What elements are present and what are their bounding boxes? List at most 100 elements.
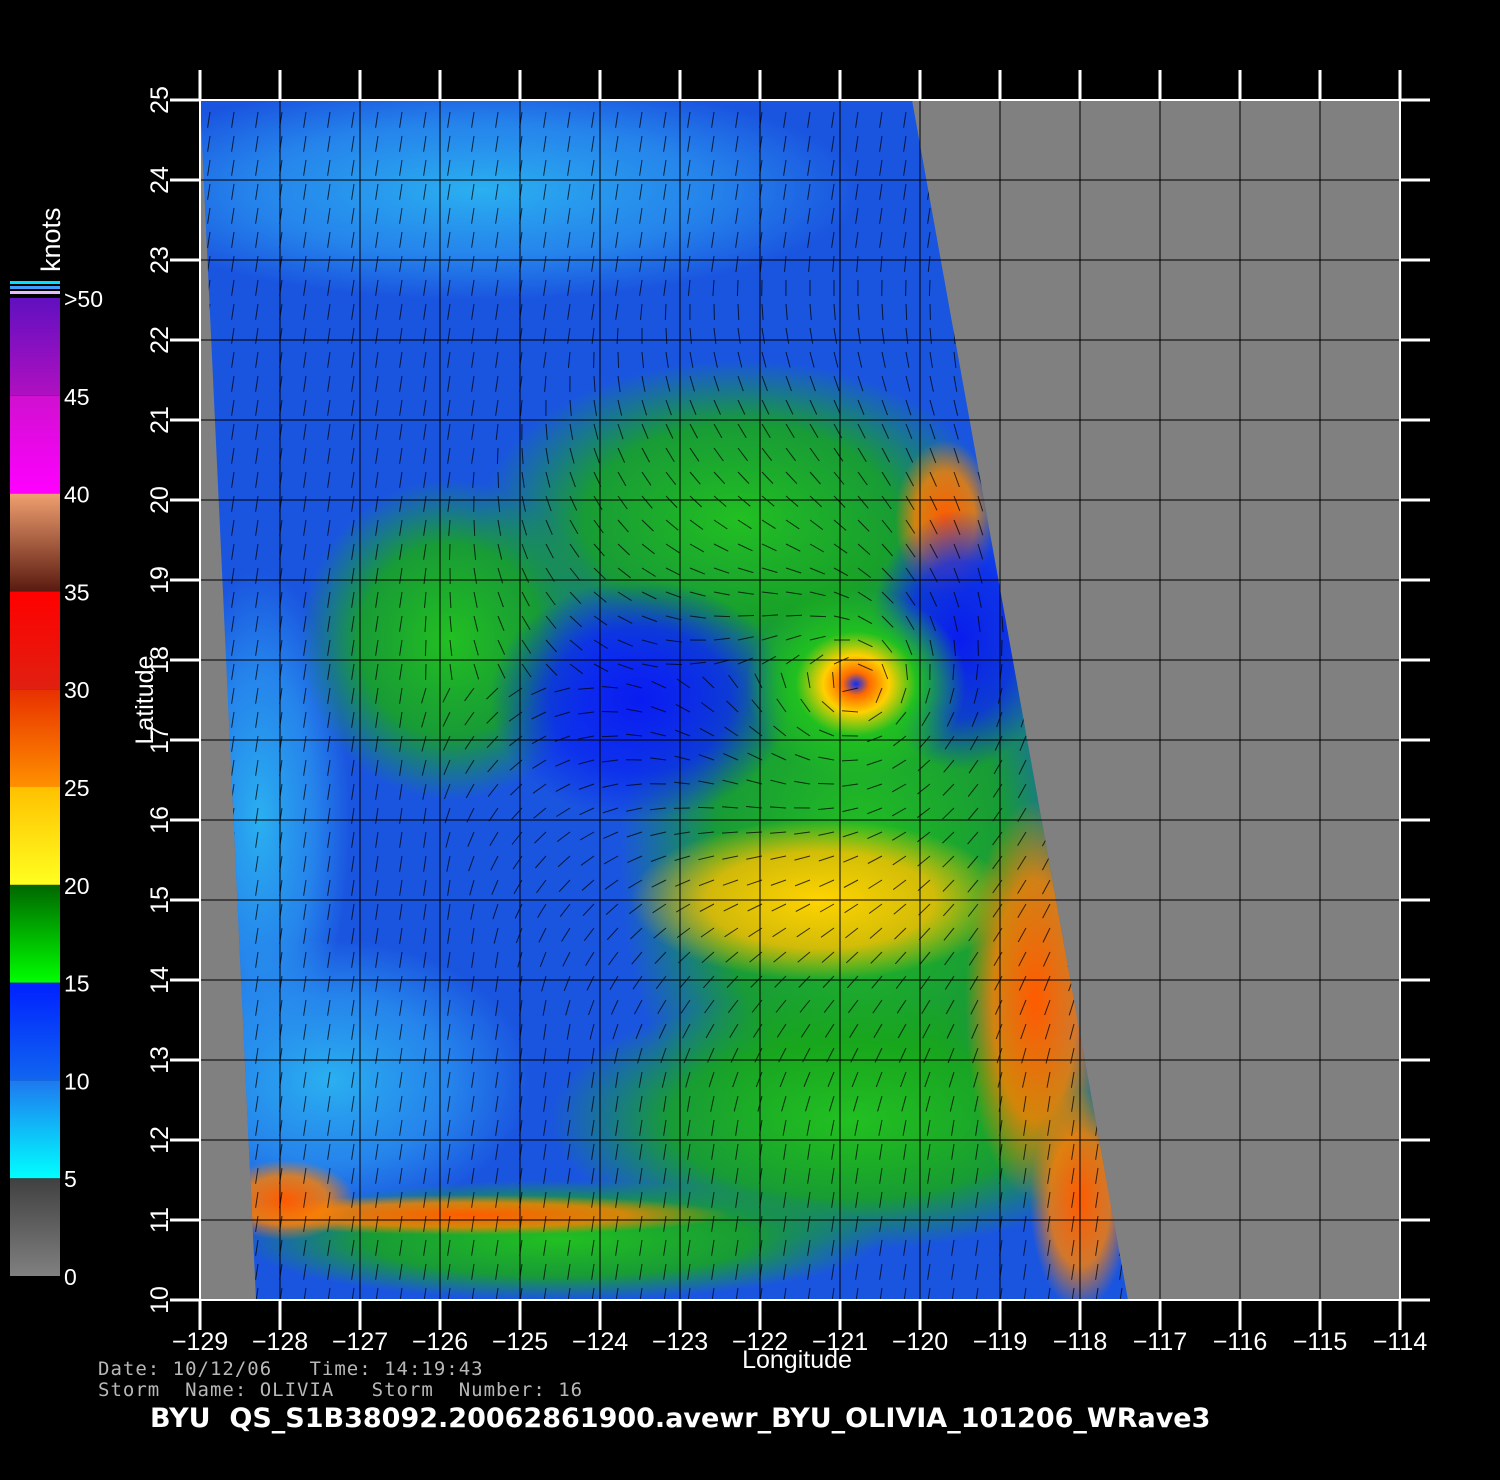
wind-vector (650, 731, 667, 737)
wind-vector (543, 1239, 547, 1256)
wind-vector (782, 1119, 787, 1136)
wind-vector (497, 639, 506, 655)
wind-vector (303, 1095, 307, 1112)
wind-vector (375, 1143, 379, 1160)
wind-vector (617, 447, 626, 463)
wind-vector (606, 927, 619, 941)
wind-vector (375, 951, 379, 968)
wind-vector (303, 591, 307, 608)
wind-vector (881, 327, 885, 344)
wind-vector (567, 1071, 571, 1088)
wind-vector (471, 1023, 475, 1040)
wind-vector (615, 1143, 619, 1160)
colorbar-label: 5 (64, 1166, 77, 1192)
wind-vector (674, 781, 691, 785)
wind-vector (303, 615, 307, 632)
wind-vector (948, 1071, 955, 1088)
wind-vector (1023, 1143, 1027, 1160)
wind-vector (303, 207, 307, 224)
wind-vector (655, 975, 667, 990)
wind-vector (303, 639, 307, 656)
wind-vector (569, 567, 581, 581)
wind-vector (399, 1287, 403, 1300)
wind-vector (471, 183, 475, 200)
wind-vector (929, 471, 937, 487)
wind-vector (626, 783, 643, 786)
wind-vector (872, 999, 883, 1014)
wind-vector (327, 255, 331, 272)
wind-vector (521, 447, 524, 465)
wind-vector (327, 1167, 331, 1184)
wind-vector (399, 327, 403, 344)
wind-vector (689, 615, 706, 619)
x-tick-label: −128 (252, 1328, 308, 1356)
wind-vector (1071, 1095, 1075, 1112)
wind-vector (303, 927, 307, 944)
wind-vector (303, 471, 307, 488)
wind-vector (929, 447, 937, 464)
wind-vector (471, 1263, 475, 1280)
wind-vector (536, 879, 547, 894)
wind-vector (375, 831, 379, 848)
wind-vector (255, 855, 259, 872)
wind-vector (879, 183, 883, 200)
wind-vector (972, 1047, 979, 1064)
wind-vector (895, 975, 907, 989)
wind-vector (820, 927, 835, 938)
wind-vector (663, 1215, 667, 1232)
wind-vector (713, 423, 723, 439)
wind-vector (580, 855, 595, 866)
wind-vector (722, 806, 739, 809)
wind-vector (746, 879, 763, 886)
wind-vector (567, 159, 571, 176)
wind-vector (531, 687, 547, 696)
wind-vector (929, 543, 938, 559)
wind-vector (641, 399, 648, 416)
wind-vector (857, 519, 870, 532)
wind-vector (818, 855, 835, 862)
wind-vector (735, 1167, 739, 1184)
wind-vector (423, 1215, 427, 1232)
wind-vector (794, 831, 811, 835)
wind-vector (399, 135, 403, 152)
wind-vector (855, 1239, 859, 1256)
wind-vector (494, 951, 499, 968)
wind-vector (1095, 1239, 1099, 1256)
wind-vector (375, 687, 379, 704)
wind-vector (255, 951, 259, 968)
wind-vector (650, 807, 667, 811)
wind-vector (665, 375, 671, 392)
wind-vector (783, 207, 787, 224)
wind-vector (927, 1167, 931, 1184)
wind-vector (399, 423, 403, 440)
wind-vector (231, 255, 235, 272)
wind-vector (327, 1095, 331, 1112)
wind-vector (471, 999, 475, 1016)
wind-vector (737, 471, 750, 484)
wind-vector (303, 999, 307, 1016)
wind-vector (754, 673, 763, 689)
wind-vector (639, 111, 643, 128)
wind-vector (832, 672, 835, 689)
wind-vector (992, 927, 1003, 942)
wind-vector (1095, 1143, 1099, 1160)
wind-vector (375, 879, 379, 896)
wind-vector (471, 1143, 475, 1160)
wind-vector (231, 399, 235, 416)
wind-vector (207, 111, 211, 128)
x-tick-label: −124 (572, 1328, 628, 1356)
colorbar-label: >50 (64, 286, 103, 312)
wind-vector (486, 735, 499, 749)
wind-vector (615, 231, 619, 248)
wind-vector (879, 1239, 883, 1256)
wind-vector (327, 519, 331, 536)
wind-vector (399, 1119, 403, 1136)
wind-vector (687, 1215, 691, 1232)
wind-vector (1023, 1263, 1027, 1280)
wind-vector (1095, 1287, 1099, 1300)
wind-vector (704, 999, 715, 1014)
wind-vector (327, 711, 331, 728)
wind-vector (975, 1215, 979, 1232)
wind-vector (255, 1239, 259, 1256)
wind-vector (375, 543, 379, 560)
